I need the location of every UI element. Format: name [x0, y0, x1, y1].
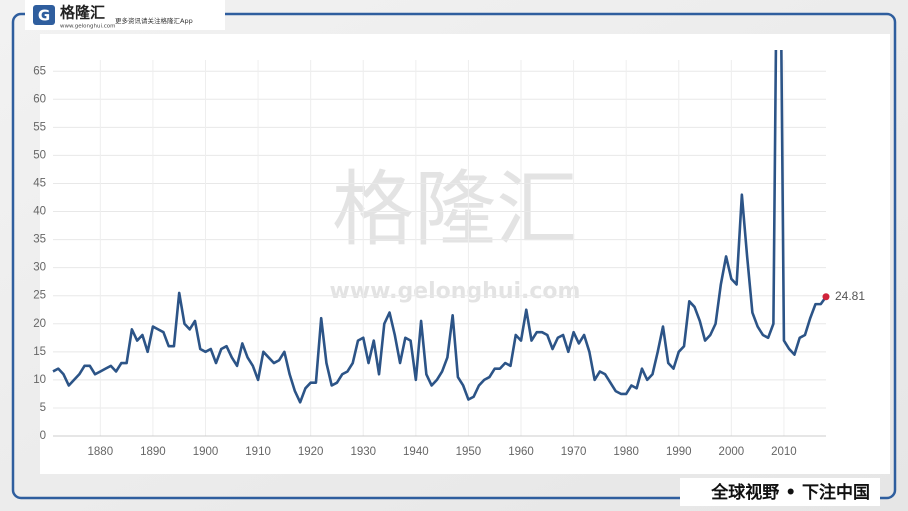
x-tick-label: 1960: [508, 446, 534, 458]
x-tick-label: 2010: [771, 446, 797, 458]
x-tick-label: 1880: [88, 446, 114, 458]
highlight-point: [822, 293, 830, 301]
y-tick-label: 10: [33, 374, 46, 386]
y-tick-label: 35: [33, 234, 46, 246]
x-tick-label: 1890: [140, 446, 166, 458]
logo-text: 格隆汇: [60, 4, 105, 22]
x-tick-label: 1930: [350, 446, 376, 458]
plot-panel: [40, 34, 890, 474]
line: [52, 50, 828, 404]
frame: [11, 12, 897, 500]
logo-bg: [25, 0, 225, 30]
y-tick-label: 30: [33, 262, 46, 274]
watermark-site: www.gelonghui.com: [330, 279, 581, 304]
logo-letter: G: [38, 7, 50, 25]
y-tick-label: 40: [33, 206, 46, 218]
chart: 0 5 10 15 20 25 30 35 40 45 50 55 60 65 1880 1890 1900 19…: [33, 50, 865, 458]
x-tick-label: 1970: [561, 446, 587, 458]
x-tick-label: 1900: [193, 446, 219, 458]
plot-clip: [52, 50, 828, 404]
y-tick-label: 0: [40, 430, 46, 442]
y-tick-label: 15: [33, 346, 46, 358]
x-tick-label: 1920: [298, 446, 324, 458]
value-label: 24.81: [835, 289, 865, 303]
logo-icon: [33, 5, 55, 25]
footer: 全球视野 • 下注中国: [710, 482, 870, 503]
y-tick-label: 60: [33, 93, 46, 105]
y-tick-label: 45: [33, 177, 46, 189]
logo-site: www.gelonghui.com: [60, 24, 115, 30]
y-tick-label: 55: [33, 121, 46, 133]
y-tick-label: 5: [40, 402, 46, 414]
x-tick-label: 1990: [666, 446, 692, 458]
y-tick-label: 50: [33, 149, 46, 161]
y-tick-label: 65: [33, 65, 46, 77]
x-tick-label: 1940: [403, 446, 429, 458]
x-tick-label: 1950: [456, 446, 482, 458]
x-tick-label: 2000: [719, 446, 745, 458]
x-tick-label: 1980: [613, 446, 639, 458]
footer-bg: [680, 478, 880, 506]
x-tick-label: 1910: [245, 446, 271, 458]
watermark: 格隆汇: [332, 162, 578, 257]
y-tick-label: 25: [33, 290, 46, 302]
y-tick-label: 20: [33, 318, 46, 330]
header-note: 更多资讯请关注格隆汇App: [115, 16, 193, 25]
